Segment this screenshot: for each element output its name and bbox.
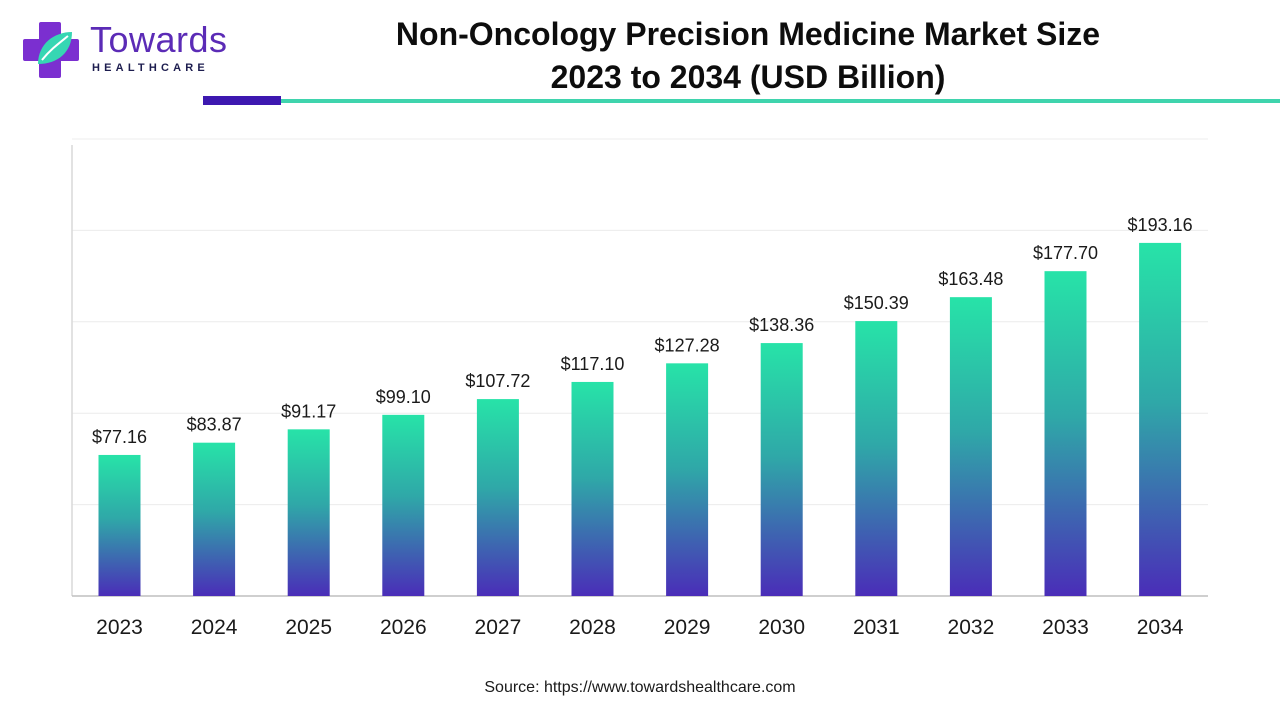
chart-title-line1: Non-Oncology Precision Medicine Market S… (395, 16, 1101, 52)
x-tick-2033: 2033 (1042, 616, 1089, 639)
x-tick-2031: 2031 (853, 616, 900, 639)
brand-subtitle: HEALTHCARE (92, 62, 209, 74)
bar-2026 (382, 414, 425, 596)
brand-logo: Towards HEALTHCARE (20, 18, 240, 82)
x-tick-2025: 2025 (285, 616, 332, 639)
bar-2023 (98, 454, 141, 596)
title-underline (281, 99, 1280, 103)
data-label-2028: $117.10 (561, 354, 625, 374)
bar-2025 (287, 429, 330, 596)
x-tick-2032: 2032 (948, 616, 995, 639)
x-tick-2029: 2029 (664, 616, 711, 639)
x-tick-2023: 2023 (96, 616, 143, 639)
x-tick-2030: 2030 (758, 616, 805, 639)
data-label-2032: $163.48 (938, 269, 1003, 289)
bar-2027 (476, 399, 519, 596)
medical-cross-leaf-icon (23, 22, 79, 78)
bar-2029 (666, 363, 709, 596)
x-tick-2026: 2026 (380, 616, 427, 639)
data-label-2034: $193.16 (1128, 215, 1193, 235)
data-label-2027: $107.72 (465, 371, 530, 391)
data-label-2031: $150.39 (844, 293, 909, 313)
x-tick-2028: 2028 (569, 616, 616, 639)
bar-2032 (949, 297, 992, 596)
data-label-2025: $91.17 (281, 401, 336, 421)
brand-name: Towards (90, 19, 228, 60)
data-label-2033: $177.70 (1033, 243, 1098, 263)
data-label-2030: $138.36 (749, 315, 814, 335)
x-tick-2024: 2024 (191, 616, 238, 639)
source-note: Source: https://www.towardshealthcare.co… (484, 679, 796, 696)
bar-2028 (571, 381, 614, 596)
chart-title-line2: 2023 to 2034 (USD Billion) (550, 59, 946, 95)
x-tick-2034: 2034 (1137, 616, 1184, 639)
x-tick-2027: 2027 (475, 616, 522, 639)
bar-2031 (855, 321, 898, 596)
bar-2024 (193, 442, 236, 596)
data-label-2024: $83.87 (187, 415, 242, 435)
data-label-2026: $99.10 (376, 387, 431, 407)
bar-2030 (760, 343, 803, 596)
bar-2033 (1044, 271, 1087, 596)
data-label-2029: $127.28 (655, 335, 720, 355)
data-label-2023: $77.16 (92, 427, 147, 447)
title-underline-accent (203, 96, 281, 105)
bar-2034 (1139, 242, 1182, 597)
